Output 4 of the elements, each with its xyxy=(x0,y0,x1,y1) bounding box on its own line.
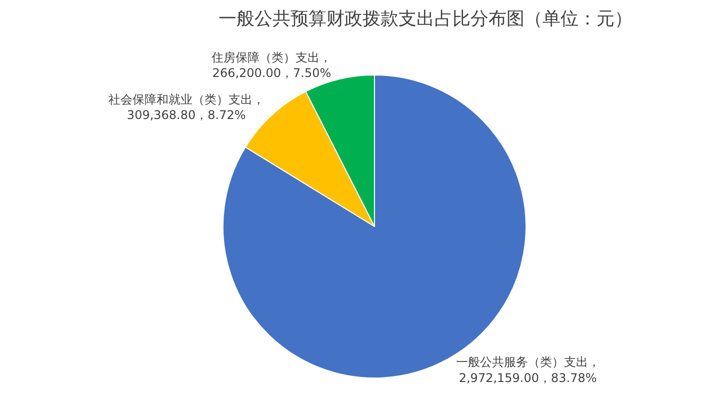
slice-label: 住房保障（类）支出，266,200.00，7.50% xyxy=(210,50,332,80)
slice-label: 社会保障和就业（类）支出，309,368.80，8.72% xyxy=(108,92,264,122)
chart-title: 一般公共预算财政拨款支出占比分布图（单位：元） xyxy=(218,8,632,30)
slice-label: 一般公共服务（类）支出，2,972,159.00，83.78% xyxy=(456,355,600,385)
